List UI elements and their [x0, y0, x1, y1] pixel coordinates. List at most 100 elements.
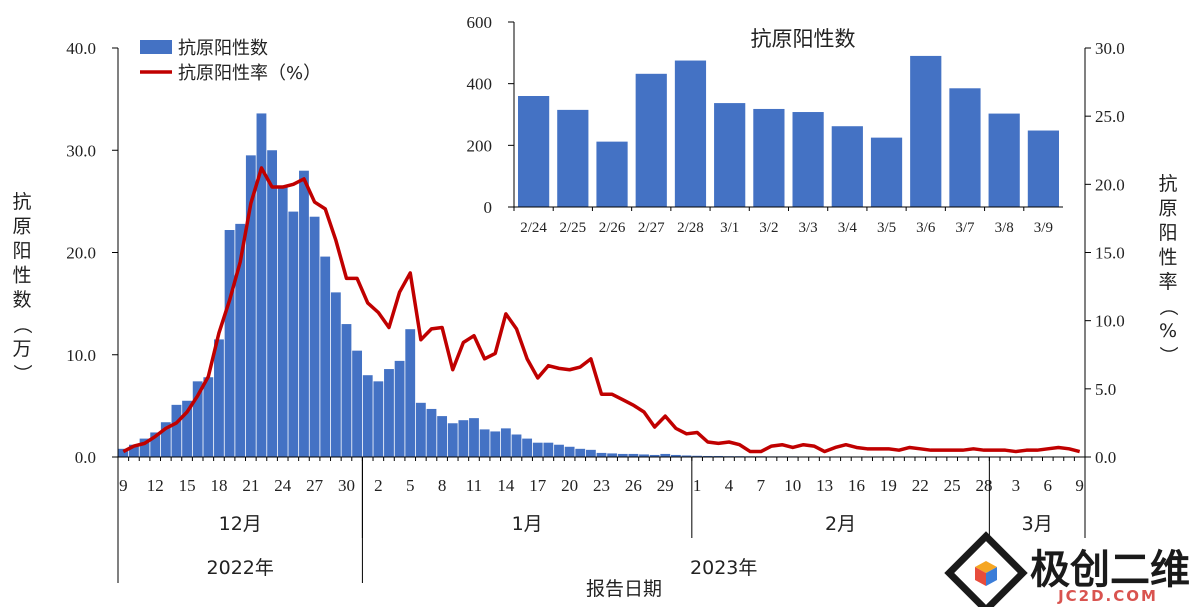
x-tick-label: 28: [976, 476, 993, 495]
x-tick-label: 21: [242, 476, 259, 495]
inset-bar: [949, 88, 981, 207]
x-tick-label: 9: [1075, 476, 1084, 495]
inset-bar: [635, 73, 667, 207]
main-bar: [458, 420, 469, 457]
main-bar: [267, 150, 277, 457]
main-bar: [288, 211, 299, 457]
x-tick-label: 17: [529, 476, 547, 495]
main-bar: [500, 428, 511, 457]
inset-bar: [831, 126, 863, 207]
inset-title: 抗原阳性数: [751, 27, 856, 51]
axis-title-char: 阳: [12, 240, 31, 262]
main-bar: [543, 442, 554, 457]
axis-title-char: ）: [11, 364, 33, 383]
inset-bar: [870, 137, 903, 208]
inset-bar-series: [518, 55, 1059, 208]
inset-x-tick-label: 3/1: [720, 220, 739, 236]
axis-title-char: 数: [12, 289, 31, 311]
x-tick-label: 9: [119, 476, 128, 495]
main-bar: [405, 329, 416, 457]
axis-title-char: 性: [1158, 247, 1177, 269]
x-tick-label: 23: [593, 476, 610, 495]
main-bar: [118, 448, 129, 457]
right-y-tick-label: 0.0: [1095, 448, 1116, 467]
main-bar: [373, 381, 384, 457]
inset-x-tick-label: 3/8: [995, 220, 1014, 236]
main-bar: [596, 452, 607, 457]
x-tick-label: 13: [816, 476, 833, 495]
right-y-tick-label: 15.0: [1095, 244, 1125, 263]
axis-title-char: 抗: [1158, 173, 1177, 195]
main-bar: [320, 256, 331, 457]
watermark-logo-icon: [944, 531, 1028, 607]
main-bar: [171, 404, 182, 457]
main-bar: [299, 170, 309, 457]
x-tick-label: 2: [374, 476, 383, 495]
main-bar: [447, 423, 458, 457]
main-bar: [394, 360, 405, 457]
main-bar: [437, 416, 448, 457]
main-bar-series: [118, 113, 1085, 458]
right-y-ticks: 0.0 5.0 10.0 15.0 20.0 25.0 30.0: [1085, 39, 1125, 467]
main-bar: [341, 324, 352, 457]
main-bar: [256, 113, 267, 457]
legend-bar-label: 抗原阳性数: [178, 38, 268, 59]
inset-x-tick-label: 3/7: [955, 220, 975, 236]
inset-bar: [988, 113, 1020, 207]
main-bar: [639, 454, 649, 457]
right-y-tick-label: 5.0: [1095, 380, 1116, 399]
x-tick-label: 10: [784, 476, 801, 495]
x-tick-label: 30: [338, 476, 355, 495]
left-y-tick-label: 20.0: [66, 244, 96, 263]
inset-y-tick-label: 400: [467, 75, 493, 94]
main-bar: [224, 230, 235, 457]
inset-bar: [596, 141, 628, 207]
inset-x-tick-label: 2/27: [638, 220, 665, 236]
main-bar: [139, 438, 150, 457]
inset-x-tick-label: 2/28: [677, 220, 704, 236]
x-tick-label: 25: [944, 476, 961, 495]
x-group-labels: 12月 1月 2月 3月 2022年 2023年: [207, 513, 1053, 579]
main-bar: [660, 453, 671, 457]
axis-title-char: 阳: [1158, 222, 1177, 244]
month-label: 2月: [825, 513, 856, 535]
axis-title-char: 性: [12, 265, 31, 287]
main-bar: [713, 455, 724, 457]
inset-bar: [714, 103, 746, 207]
inset-bar: [792, 112, 824, 207]
watermark: 极创二维 JC2D.COM: [944, 531, 1190, 607]
axis-title-char: 万: [12, 338, 31, 360]
x-tick-label: 19: [880, 476, 897, 495]
main-bar: [522, 438, 533, 457]
left-y-tick-label: 40.0: [66, 39, 96, 58]
main-bar: [182, 400, 192, 457]
inset-x-labels: 2/24 2/25 2/26 2/27 2/28 3/1 3/2 3/3 3/4 3/5 3/6 3/…: [513, 207, 1053, 236]
main-bar: [607, 453, 618, 457]
main-bar: [150, 432, 161, 457]
axis-title-char: 抗: [12, 191, 31, 213]
inset-y-ticks: 0 200 400 600: [467, 13, 514, 217]
main-bar: [214, 339, 224, 457]
inset-y-tick-label: 200: [467, 136, 493, 155]
left-y-tick-label: 0.0: [75, 448, 96, 467]
main-bar: [702, 455, 713, 457]
main-bar: [575, 448, 586, 457]
legend-bar-swatch: [140, 40, 172, 54]
x-tick-label: 5: [406, 476, 415, 495]
main-bar: [362, 375, 373, 457]
x-tick-label: 24: [274, 476, 292, 495]
inset-x-tick-label: 2/25: [559, 220, 586, 236]
main-bar: [352, 350, 363, 457]
x-ticks: 9 12 15 18 21 24 27 30 2 5 8 11 14 17 20 23 26 29 1 4 7 10 13 1…: [117, 457, 1086, 495]
inset-y-tick-label: 0: [484, 198, 493, 217]
inset-bar: [753, 108, 785, 207]
main-bar: [670, 454, 681, 457]
main-bar: [192, 381, 203, 457]
main-line-series: [122, 166, 1081, 454]
inset-bar: [1027, 130, 1059, 207]
watermark-cn-text: 极创二维: [1030, 547, 1190, 593]
right-y-tick-label: 30.0: [1095, 39, 1125, 58]
month-label: 3月: [1022, 513, 1053, 535]
axis-title-char: 原: [12, 216, 31, 238]
inset-bar: [674, 60, 707, 207]
